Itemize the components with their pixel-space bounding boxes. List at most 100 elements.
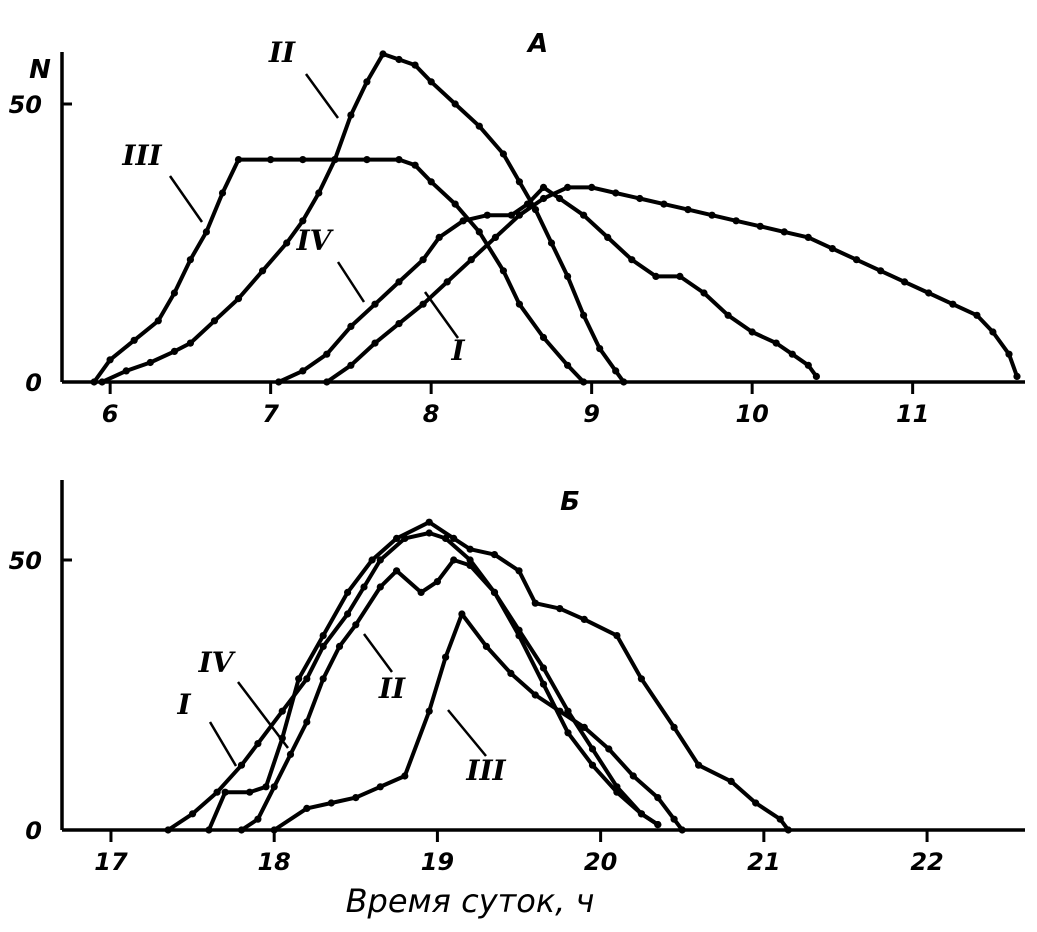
- data-point: [580, 615, 588, 624]
- data-point: [695, 761, 703, 769]
- data-point: [588, 761, 597, 769]
- data-point: [218, 189, 227, 197]
- data-point: [828, 245, 837, 253]
- data-point: [613, 788, 621, 796]
- data-point: [315, 189, 323, 197]
- data-point: [580, 311, 588, 319]
- series-leader-ii: [362, 633, 394, 673]
- data-point: [515, 632, 523, 640]
- data-point: [221, 788, 229, 796]
- data-point: [539, 194, 548, 203]
- data-point: [852, 256, 861, 264]
- series-leader-iii: [168, 175, 204, 223]
- data-point: [186, 256, 194, 264]
- data-point: [450, 556, 458, 564]
- series-leader-iii: [447, 709, 487, 757]
- data-point: [748, 328, 756, 336]
- series-iii: III: [270, 610, 686, 834]
- series-ii: II: [237, 556, 662, 834]
- data-point: [319, 632, 327, 640]
- series-line-iii: [92, 157, 586, 384]
- data-point: [395, 320, 403, 328]
- data-point: [620, 378, 628, 386]
- data-point: [425, 707, 433, 715]
- series-leader-i: [208, 721, 238, 767]
- data-point: [466, 545, 474, 553]
- data-point: [459, 217, 467, 225]
- data-point: [772, 339, 780, 347]
- data-point: [90, 378, 98, 386]
- data-point: [475, 228, 483, 236]
- y-tick-label: 50: [9, 91, 42, 119]
- data-point: [660, 200, 668, 208]
- data-point: [154, 317, 162, 325]
- y-tick-label: 50: [9, 547, 42, 575]
- data-point: [352, 621, 360, 629]
- data-point: [523, 200, 532, 208]
- data-point: [580, 211, 588, 219]
- data-point: [106, 356, 114, 364]
- y-axis-label: N: [29, 55, 51, 85]
- data-point: [670, 815, 678, 823]
- data-point: [637, 675, 646, 683]
- data-point: [612, 189, 620, 197]
- data-point: [451, 200, 459, 208]
- data-point: [788, 350, 796, 358]
- data-point: [628, 256, 636, 264]
- data-point: [556, 707, 564, 715]
- series-line-ii: [239, 558, 660, 832]
- data-point: [556, 605, 564, 613]
- data-point: [776, 815, 784, 823]
- data-point: [363, 78, 371, 86]
- data-point: [466, 561, 474, 570]
- data-point: [344, 610, 352, 618]
- data-point: [254, 740, 262, 748]
- panel-title: А: [526, 29, 548, 59]
- data-point: [323, 350, 331, 358]
- data-point: [752, 799, 760, 807]
- data-point: [605, 745, 613, 753]
- data-point: [303, 718, 311, 726]
- data-point: [395, 156, 403, 164]
- data-point: [556, 194, 564, 203]
- data-point: [393, 534, 401, 543]
- data-point: [539, 664, 548, 672]
- data-point: [275, 378, 283, 386]
- data-point: [371, 339, 379, 347]
- data-point: [234, 156, 243, 164]
- data-point: [433, 578, 441, 586]
- data-point: [580, 378, 588, 386]
- series-leader-iv: [336, 261, 366, 303]
- data-point: [564, 272, 572, 280]
- data-point: [780, 228, 788, 236]
- data-point: [344, 588, 352, 597]
- data-point: [419, 300, 427, 308]
- data-point: [417, 588, 425, 597]
- data-point: [363, 156, 371, 164]
- data-point: [491, 233, 499, 241]
- x-tick-label: 20: [584, 848, 617, 876]
- data-point: [515, 567, 523, 575]
- data-point: [425, 518, 433, 526]
- series-iv: IV: [275, 183, 821, 386]
- series-iii: III: [90, 139, 588, 386]
- data-point: [262, 783, 270, 791]
- data-point: [202, 228, 210, 236]
- data-point: [360, 583, 368, 591]
- data-point: [724, 311, 732, 319]
- data-point: [637, 810, 646, 818]
- data-point: [419, 256, 427, 264]
- data-point: [254, 815, 262, 823]
- data-point: [303, 804, 311, 813]
- data-point: [490, 588, 499, 597]
- data-point: [458, 610, 466, 618]
- data-point: [299, 217, 307, 225]
- data-point: [299, 367, 307, 375]
- data-point: [237, 826, 246, 834]
- data-point: [901, 278, 909, 286]
- data-point: [283, 239, 291, 247]
- data-point: [652, 272, 660, 280]
- data-point: [531, 599, 539, 607]
- data-point: [804, 361, 812, 369]
- data-point: [368, 556, 376, 564]
